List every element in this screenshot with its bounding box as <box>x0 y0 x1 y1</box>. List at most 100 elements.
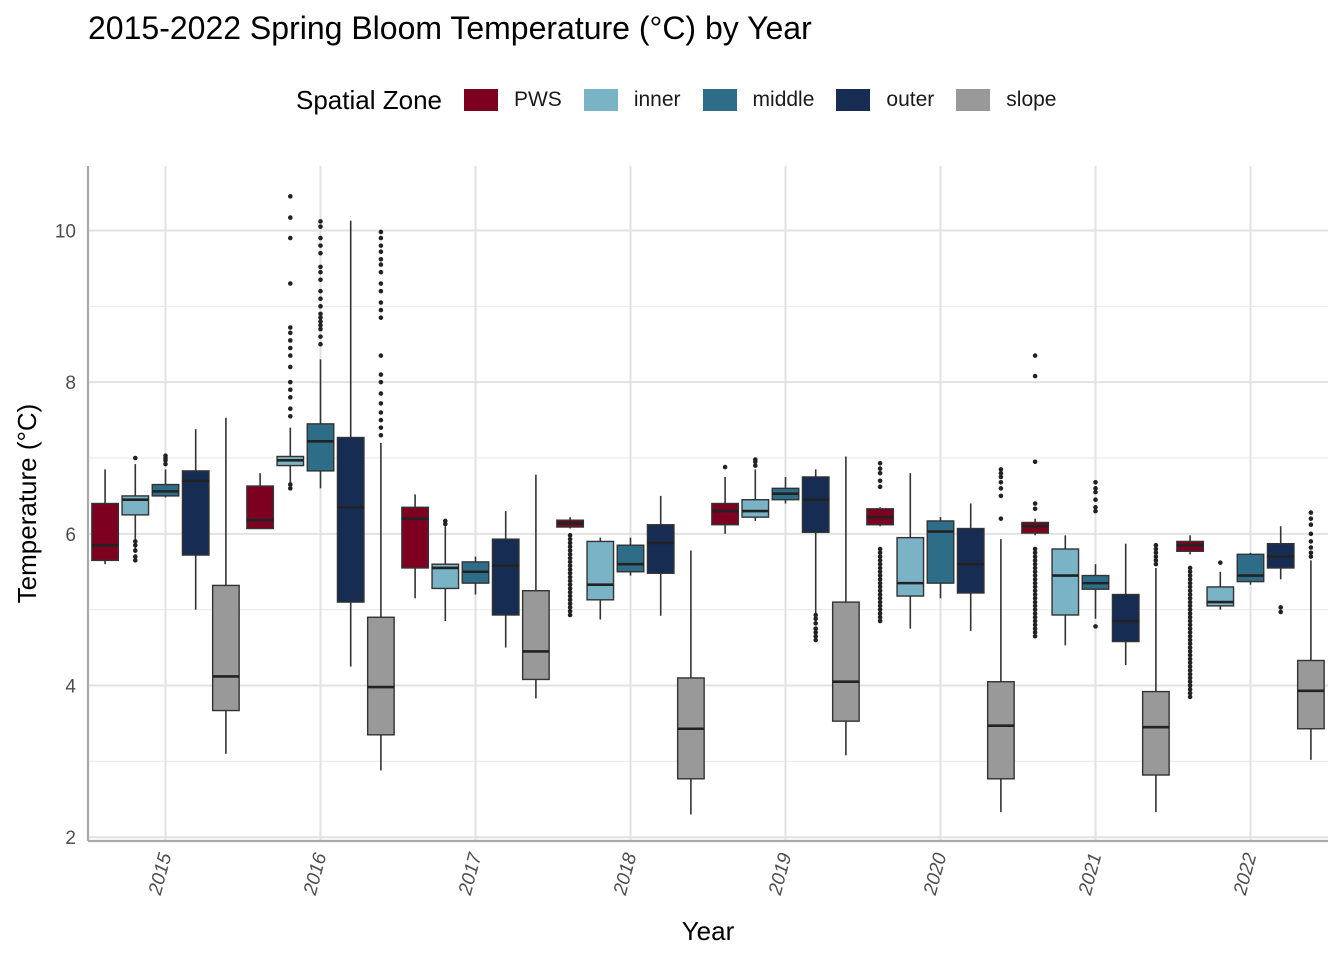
outlier-dense-pws-2022 <box>1187 645 1193 650</box>
outlier-dense-pws-2020 <box>877 592 883 597</box>
box-inner-2016-outlier <box>288 330 293 336</box>
box-middle-2016-outlier <box>318 243 323 248</box>
box-outer-2016-box <box>336 436 365 603</box>
box-middle-2016-box <box>306 423 335 472</box>
box-slope-2022-box <box>1296 659 1325 730</box>
legend-item-pws: PWS <box>463 88 562 112</box>
box-middle-2016-outlier <box>318 304 323 309</box>
legend-label-outer: outer <box>886 88 935 111</box>
box-slope-2021-outlier <box>1153 558 1159 563</box>
box-middle-2016-outlier <box>318 334 323 339</box>
box-inner-2017-outlier <box>443 518 448 524</box>
legend-key-pws <box>463 89 498 111</box>
y-tick-label: 10 <box>55 221 76 242</box>
outlier-dense-pws-2022 <box>1187 569 1193 575</box>
box-inner-2018-box <box>586 540 615 601</box>
outlier-dense-pws-2022 <box>1187 577 1193 582</box>
box-pws-2020-outlier <box>877 466 883 471</box>
box-pws-2020-outlier <box>877 478 883 484</box>
outlier-dense-pws-2020 <box>877 565 883 571</box>
box-inner-2016-outlier <box>288 215 293 220</box>
outlier-dense-pws-2018 <box>567 563 573 568</box>
box-slope-2016-outlier <box>378 401 384 406</box>
box-slope-2020-outlier <box>998 467 1004 472</box>
box-slope-2016-outlier <box>378 353 384 358</box>
outlier-dense-pws-2018 <box>567 536 573 542</box>
outlier-dense-pws-2020 <box>877 573 883 578</box>
box-middle-2016-outlier <box>318 224 323 229</box>
box-slope-2022-outlier <box>1308 510 1314 515</box>
legend-key-middle <box>702 89 737 111</box>
box-pws-2019-box <box>711 502 740 526</box>
box-middle-2016-outlier <box>318 315 323 320</box>
outlier-dense-pws-2020 <box>877 577 883 582</box>
box-inner-2016-outlier <box>288 194 293 199</box>
outlier-dense-pws-2022 <box>1187 694 1193 700</box>
box-pws-2021-outlier <box>1032 373 1038 379</box>
outlier-dense-pws-2022 <box>1187 630 1193 635</box>
outlier-dense-pws-2022 <box>1187 679 1193 685</box>
outlier-dense-pws-2022 <box>1187 633 1193 639</box>
box-middle-2022-box <box>1236 553 1265 583</box>
outlier-dense-pws-2022 <box>1187 611 1193 616</box>
box-outer-2019-outlier <box>813 633 818 639</box>
box-middle-2021-outlier <box>1093 479 1098 485</box>
outlier-dense-pws-2020 <box>877 580 883 586</box>
box-inner-2016-outlier <box>288 395 293 400</box>
outlier-dense-pws-2018 <box>567 578 573 584</box>
box-inner-2019-outlier <box>753 457 758 462</box>
outlier-dense-pws-2022 <box>1187 687 1193 692</box>
box-inner-2019-outlier <box>753 463 758 468</box>
outlier-dense-pws-2022 <box>1187 580 1193 586</box>
box-slope-2021-outlier <box>1153 542 1159 548</box>
chart-title: 2015-2022 Spring Bloom Temperature (°C) … <box>88 10 812 46</box>
outlier-dense-pws-2021 <box>1032 550 1038 556</box>
outlier-dense-pws-2020 <box>877 558 883 563</box>
box-slope-2016-outlier <box>378 417 384 423</box>
box-slope-2022-outlier <box>1308 516 1314 521</box>
box-inner-2015-outlier <box>133 539 138 544</box>
box-inner-2016-outlier <box>288 482 293 487</box>
legend-items: PWS inner middle outer slope <box>463 88 1079 112</box>
box-slope-2016-outlier <box>378 315 384 320</box>
y-tick-label: 2 <box>65 828 76 849</box>
box-slope-2022-outlier <box>1308 554 1314 559</box>
box-middle-2021-outlier <box>1093 497 1098 503</box>
legend: Spatial Zone PWS inner middle outer slope <box>296 82 1078 118</box>
legend-label-inner: inner <box>633 88 681 111</box>
legend-label-pws: PWS <box>513 88 562 111</box>
box-slope-2016-outlier <box>378 391 384 396</box>
box-slope-2016-outlier <box>378 262 384 267</box>
box-inner-2016-outlier <box>288 345 293 351</box>
outlier-dense-pws-2020 <box>877 611 883 616</box>
outlier-dense-pws-2022 <box>1187 637 1193 643</box>
outlier-dense-pws-2018 <box>567 533 573 538</box>
outlier-dense-pws-2018 <box>567 555 573 561</box>
box-inner-2016-outlier <box>288 406 293 411</box>
box-inner-2019-box <box>741 499 770 518</box>
box-outer-2020-box <box>956 527 985 594</box>
box-slope-2020-outlier <box>998 516 1004 521</box>
outlier-dense-pws-2021 <box>1032 554 1038 559</box>
box-pws-2020-outlier <box>877 484 883 490</box>
y-tick-label: 6 <box>65 525 76 546</box>
box-middle-2016-outlier <box>318 311 323 317</box>
box-outer-2022-outlier <box>1278 609 1283 615</box>
outlier-dense-pws-2020 <box>877 607 883 612</box>
box-slope-2016-outlier <box>378 372 384 377</box>
box-outer-2018-box <box>646 524 675 574</box>
box-slope-2021-box <box>1141 690 1170 776</box>
outlier-dense-pws-2018 <box>567 608 573 614</box>
box-pws-2021-outlier <box>1032 353 1038 358</box>
box-slope-2016-outlier <box>378 410 384 415</box>
outlier-dense-pws-2021 <box>1032 569 1038 575</box>
box-inner-2016-outlier <box>288 387 293 393</box>
box-inner-2015-outlier <box>133 542 138 548</box>
box-slope-2021-outlier <box>1153 546 1159 552</box>
box-outer-2019-box <box>801 476 830 534</box>
outlier-dense-pws-2022 <box>1187 656 1193 662</box>
outlier-dense-pws-2022 <box>1187 668 1193 673</box>
outlier-dense-pws-2018 <box>567 597 573 603</box>
outlier-dense-pws-2021 <box>1032 561 1038 567</box>
box-slope-2020-outlier <box>998 474 1004 480</box>
